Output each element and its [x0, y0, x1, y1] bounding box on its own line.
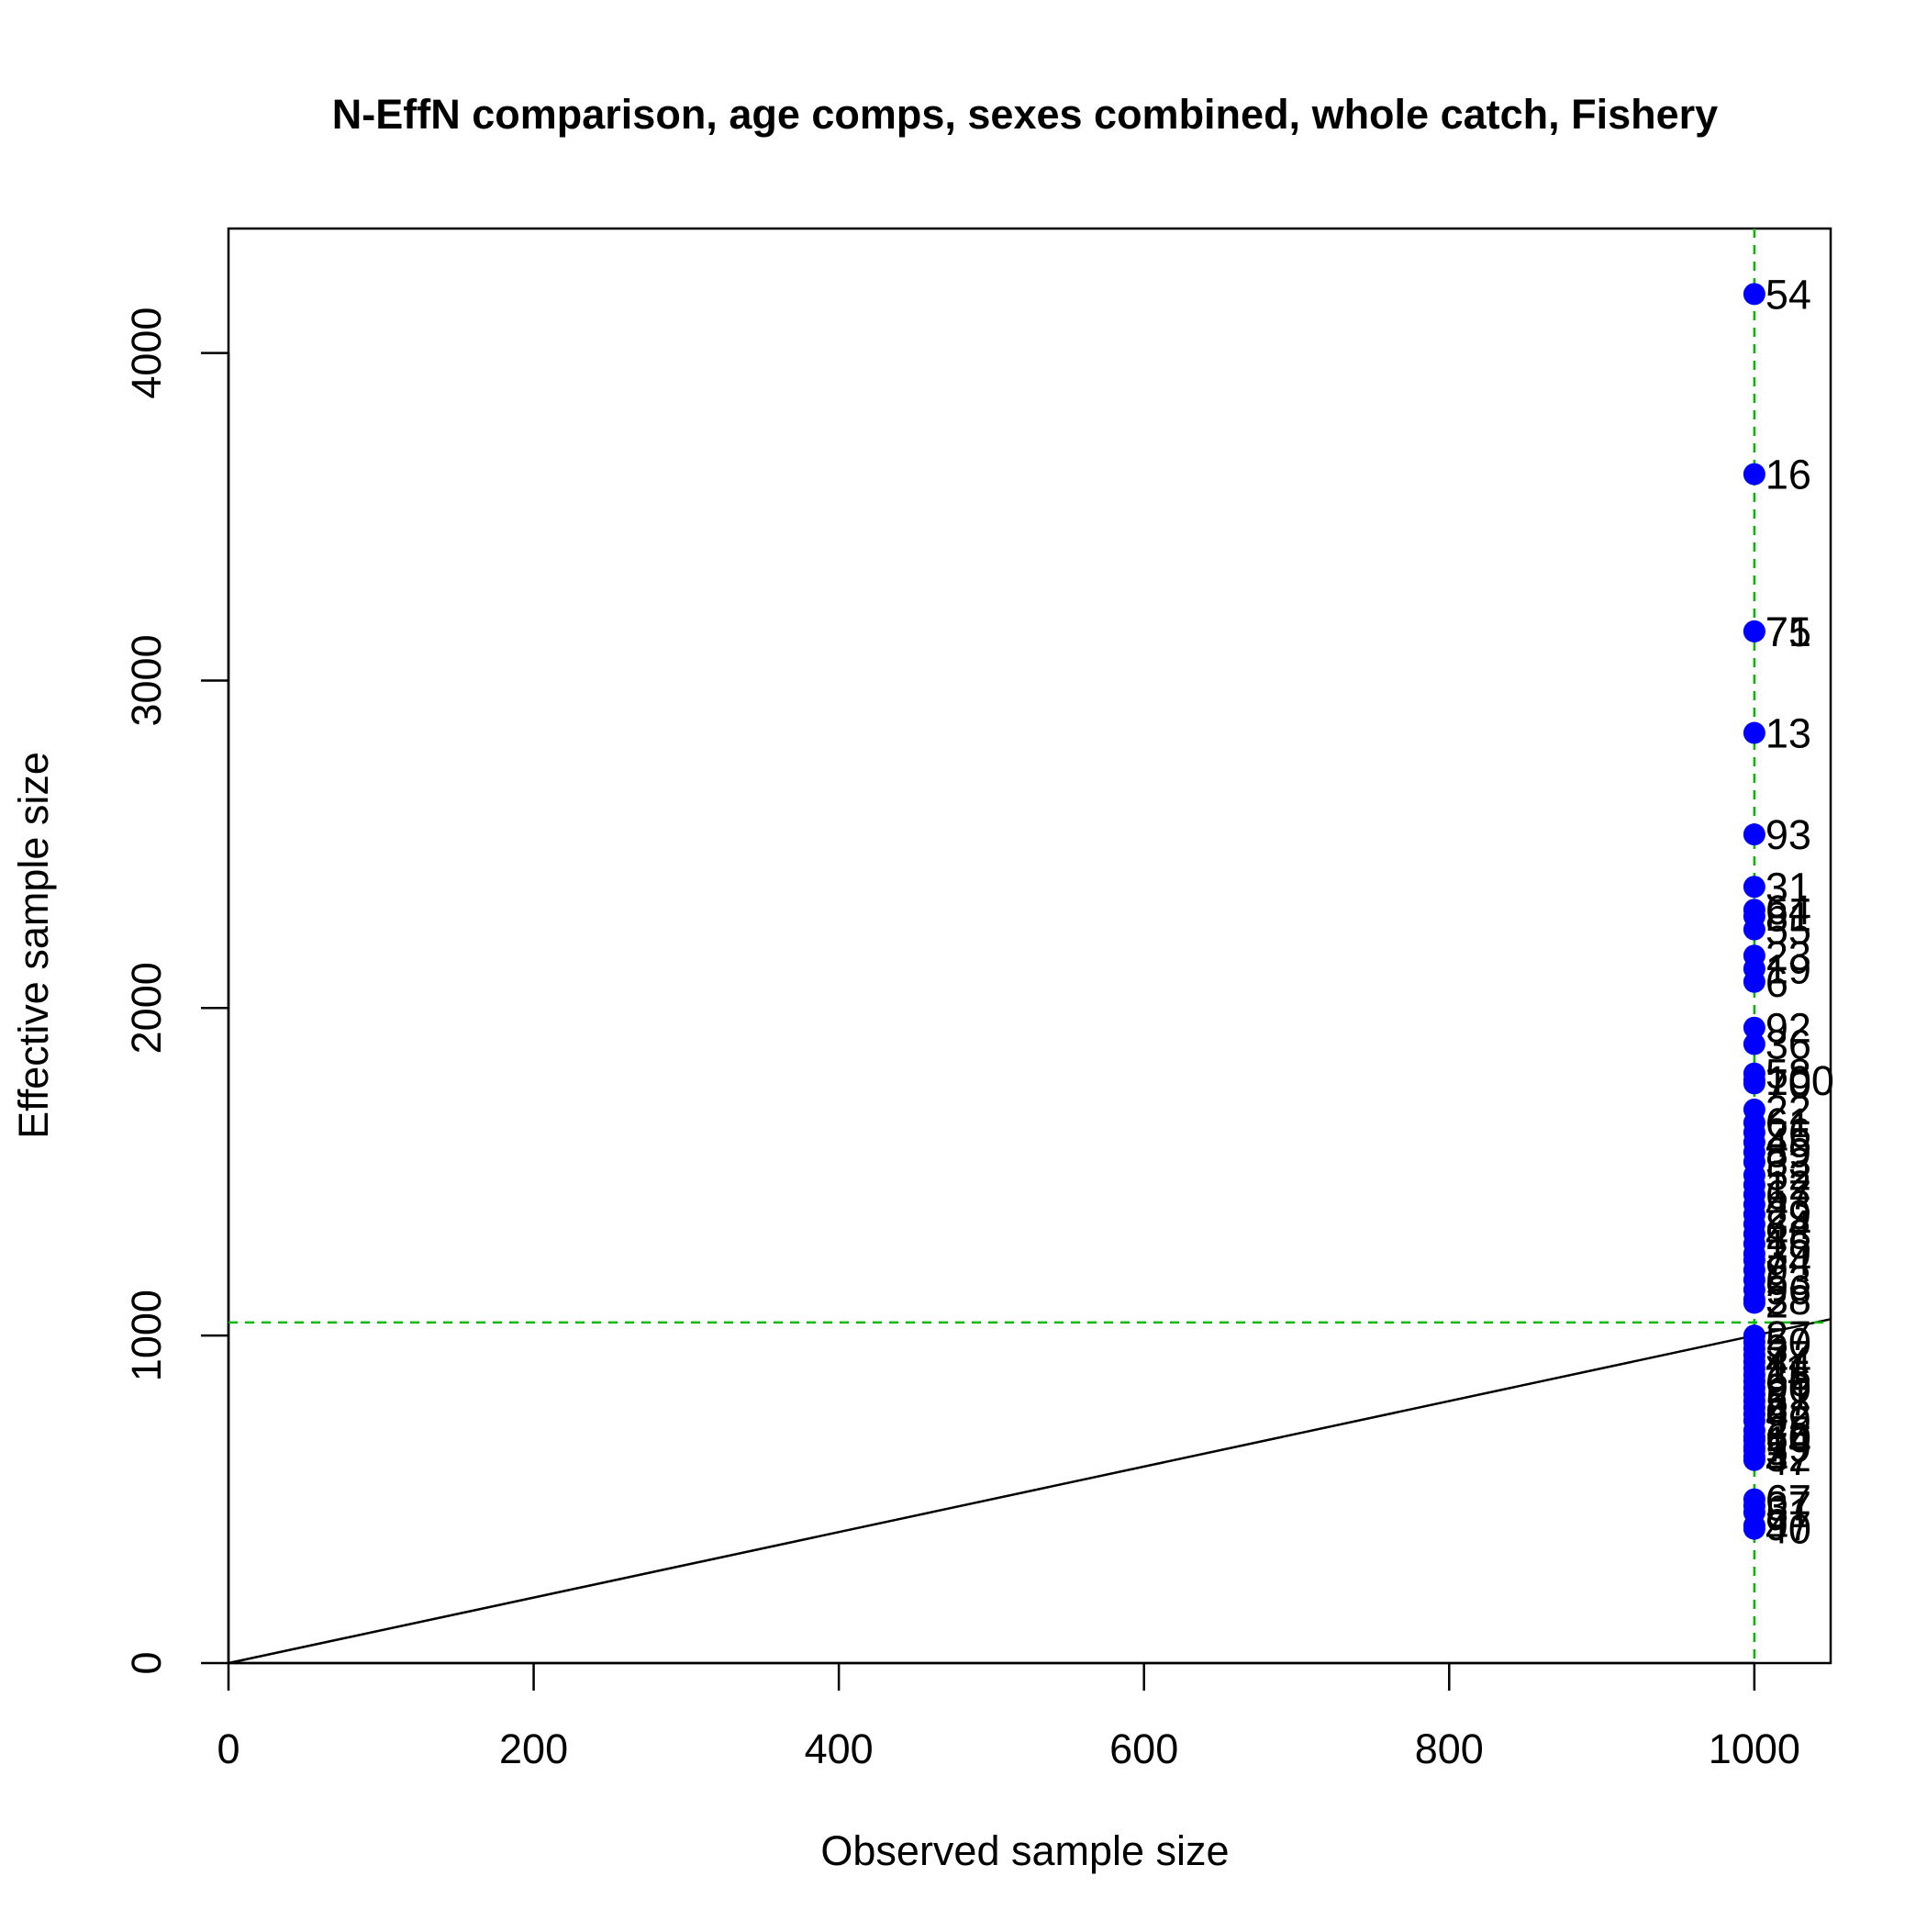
- data-point-label: 15: [1765, 1221, 1811, 1268]
- data-point-label: 35: [1765, 1352, 1811, 1399]
- data-point-label: 48: [1765, 1212, 1811, 1258]
- data-point-label: 9: [1765, 1247, 1788, 1294]
- data-point-label: 74: [1765, 1237, 1811, 1284]
- data-point-label: 39: [1765, 1231, 1811, 1278]
- data-point-label: 84: [1765, 1201, 1811, 1248]
- data-point-label: 51: [1765, 1490, 1811, 1536]
- data-point: [1743, 463, 1765, 486]
- data-point-label: 26: [1765, 1110, 1811, 1156]
- data-point: [1743, 1291, 1765, 1314]
- data-point: [1743, 1033, 1765, 1055]
- data-point: [1743, 876, 1765, 899]
- x-tick-label: 200: [499, 1725, 568, 1772]
- data-point-label: 8: [1765, 1385, 1788, 1432]
- x-tick-label: 1000: [1709, 1725, 1800, 1772]
- data-point-label: 38: [1765, 1277, 1811, 1323]
- data-point-label: 81: [1765, 893, 1811, 940]
- data-point-label: 33: [1765, 1139, 1811, 1186]
- data-point-label: 22: [1765, 1087, 1811, 1134]
- data-point-label: 52: [1765, 1152, 1811, 1199]
- data-point-label: 57: [1765, 1379, 1811, 1425]
- data-point-label: 67: [1765, 1172, 1811, 1219]
- data-point-label: 12: [1765, 1162, 1811, 1209]
- data-point-label: 43: [1765, 1181, 1811, 1228]
- data-point-label: 55: [1765, 907, 1811, 954]
- data-point: [1743, 721, 1765, 744]
- data-point-label: 93: [1765, 811, 1811, 858]
- data-point-label: 58: [1765, 1051, 1811, 1098]
- data-point: [1743, 620, 1765, 642]
- data-point-label: 97: [1765, 1502, 1811, 1549]
- data-point-label: 92: [1765, 1005, 1811, 1052]
- data-point-label: 61: [1765, 1100, 1811, 1146]
- data-point-label: 79: [1765, 1424, 1811, 1470]
- data-point-label: 36: [1765, 1022, 1811, 1068]
- data-point-label: 66: [1765, 1358, 1811, 1405]
- y-tick-label: 4000: [123, 307, 170, 399]
- y-tick-label: 2000: [123, 962, 170, 1054]
- y-tick-label: 3000: [123, 634, 170, 726]
- one-to-one-line: [228, 1318, 1832, 1665]
- data-point-label: 71: [1765, 609, 1811, 655]
- data-point-label: 19: [1765, 945, 1811, 992]
- data-point-label: 40: [1765, 1506, 1811, 1553]
- data-point-label: 5: [1765, 1427, 1788, 1474]
- data-point-label: 6: [1765, 959, 1788, 1006]
- data-point-label: 11: [1765, 1346, 1809, 1392]
- chart-title: N-EffN comparison, age comps, sexes comb…: [332, 91, 1718, 138]
- data-point-label: 42: [1765, 1391, 1811, 1438]
- data-point-label: 2: [1765, 1279, 1788, 1326]
- data-point-label: 75: [1765, 609, 1811, 655]
- data-point-label: 3: [1765, 1325, 1788, 1372]
- x-tick-label: 400: [805, 1725, 874, 1772]
- data-point-label: 99: [1765, 1398, 1811, 1445]
- data-point-label: 89: [1765, 1129, 1811, 1176]
- data-point-label: 77: [1765, 1333, 1811, 1379]
- data-point-label: 96: [1765, 1267, 1811, 1313]
- data-point-label: 37: [1765, 1483, 1811, 1530]
- y-axis-title: Effective sample size: [10, 752, 57, 1139]
- data-point-label: 90: [1765, 1365, 1811, 1412]
- data-point: [1743, 1016, 1765, 1039]
- data-point-label: 32: [1765, 1434, 1811, 1480]
- data-point-label: 27: [1765, 1312, 1811, 1359]
- data-point-label: 50: [1765, 1319, 1811, 1366]
- y-tick-label: 1000: [123, 1290, 170, 1381]
- data-point-label: 100: [1765, 1057, 1834, 1104]
- chart-marks: 0 200 400 600 800 1000 0 1000 2000 3000 4000 54 16 75…: [123, 229, 1834, 1772]
- data-point-label: 21: [1765, 1371, 1811, 1418]
- y-tick-label: 0: [123, 1651, 170, 1674]
- x-tick-label: 600: [1109, 1725, 1178, 1772]
- data-point-label: 63: [1765, 1256, 1811, 1303]
- x-axis-title: Observed sample size: [820, 1827, 1229, 1874]
- data-point-label: 29: [1765, 1191, 1811, 1238]
- data-point-label: 23: [1765, 932, 1811, 979]
- data-point-label: 31: [1765, 864, 1811, 910]
- data-point-label: 60: [1765, 1414, 1811, 1461]
- x-tick-label: 0: [217, 1725, 239, 1772]
- data-point: [1743, 918, 1765, 941]
- data-point-label: 44: [1765, 1339, 1811, 1386]
- data-point-label: 67: [1765, 1477, 1811, 1524]
- data-point: [1743, 970, 1765, 993]
- plot-frame: [227, 227, 1832, 1665]
- data-point-label: 70: [1765, 1060, 1811, 1107]
- data-point-label: 64: [1765, 887, 1811, 933]
- data-point: [1743, 1448, 1765, 1471]
- x-tick-label: 800: [1415, 1725, 1484, 1772]
- data-point: [1743, 1072, 1765, 1095]
- data-point: [1743, 823, 1765, 846]
- data-point-label: 25: [1765, 1408, 1811, 1455]
- data-point-label: 14: [1765, 1417, 1811, 1464]
- data-point-label: 13: [1765, 710, 1811, 757]
- data-point: [1743, 283, 1765, 306]
- data-point-label: 54: [1765, 271, 1811, 318]
- data-point-label: 47: [1765, 1437, 1811, 1484]
- data-point: [1743, 1517, 1765, 1540]
- data-point-label: 16: [1765, 452, 1811, 498]
- data-point-label: 45: [1765, 1120, 1811, 1167]
